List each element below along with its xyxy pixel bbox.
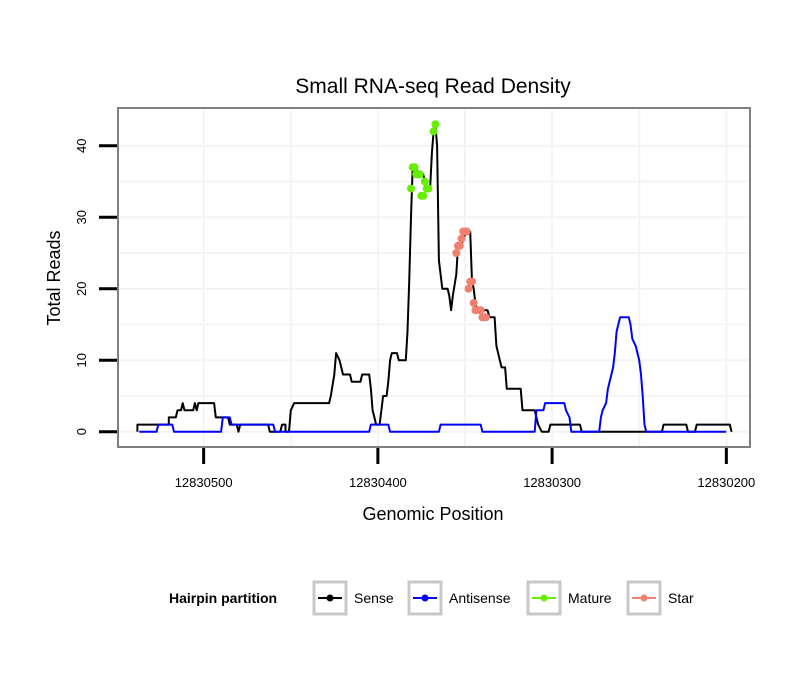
axis-ticks: 12830500 12830400 12830300 12830200 0 10 20 30 4…	[74, 139, 755, 490]
data-point-star	[464, 284, 473, 293]
legend-label-sense: Sense	[354, 590, 394, 606]
data-point-mature	[429, 127, 438, 136]
data-point-mature	[410, 163, 419, 172]
legend-key-dot-star	[640, 594, 648, 602]
data-point-mature	[415, 170, 424, 179]
legend: Hairpin partition Sense Antisense Mature…	[169, 580, 694, 616]
data-point-star	[469, 299, 478, 307]
y-axis-label: Total Reads	[44, 230, 64, 325]
data-point-mature	[431, 120, 440, 129]
data-point-mature	[420, 177, 429, 186]
y-tick-label: 30	[74, 210, 89, 224]
legend-item-sense: Sense	[312, 580, 394, 616]
x-axis-label: Genomic Position	[362, 504, 503, 524]
series-layer	[136, 120, 733, 433]
data-point-mature	[424, 184, 433, 193]
data-point-star	[462, 227, 471, 236]
x-tick-label: 12830300	[523, 475, 581, 490]
data-point-mature	[407, 184, 415, 193]
data-point-star	[457, 234, 466, 243]
data-point-mature	[419, 191, 428, 200]
legend-title: Hairpin partition	[169, 590, 277, 606]
data-point-star	[476, 306, 485, 315]
legend-label-mature: Mature	[568, 590, 612, 606]
series-line-antisense	[139, 316, 727, 433]
legend-item-antisense: Antisense	[407, 580, 511, 616]
y-tick-label: 20	[74, 281, 89, 295]
grid-lines	[120, 110, 749, 446]
y-tick-label: 40	[74, 139, 89, 153]
x-tick-label: 12830400	[349, 475, 407, 490]
legend-item-star: Star	[626, 580, 694, 616]
legend-key-dot-mature	[540, 594, 548, 602]
data-point-star	[455, 241, 464, 250]
x-tick-label: 12830200	[697, 475, 755, 490]
y-tick-label: 10	[74, 353, 89, 367]
x-tick-label: 12830500	[175, 475, 233, 490]
legend-label-antisense: Antisense	[449, 590, 511, 606]
legend-item-mature: Mature	[526, 580, 612, 616]
series-line-sense	[136, 123, 733, 433]
legend-key-dot-sense	[326, 594, 334, 602]
data-point-star	[481, 313, 490, 322]
data-point-star	[468, 277, 476, 286]
data-point-star	[452, 249, 461, 257]
legend-label-star: Star	[668, 590, 694, 606]
legend-key-dot-antisense	[421, 594, 429, 602]
chart-title: Small RNA-seq Read Density	[295, 75, 571, 98]
y-tick-label: 0	[74, 428, 89, 435]
plot-panel	[117, 107, 751, 448]
